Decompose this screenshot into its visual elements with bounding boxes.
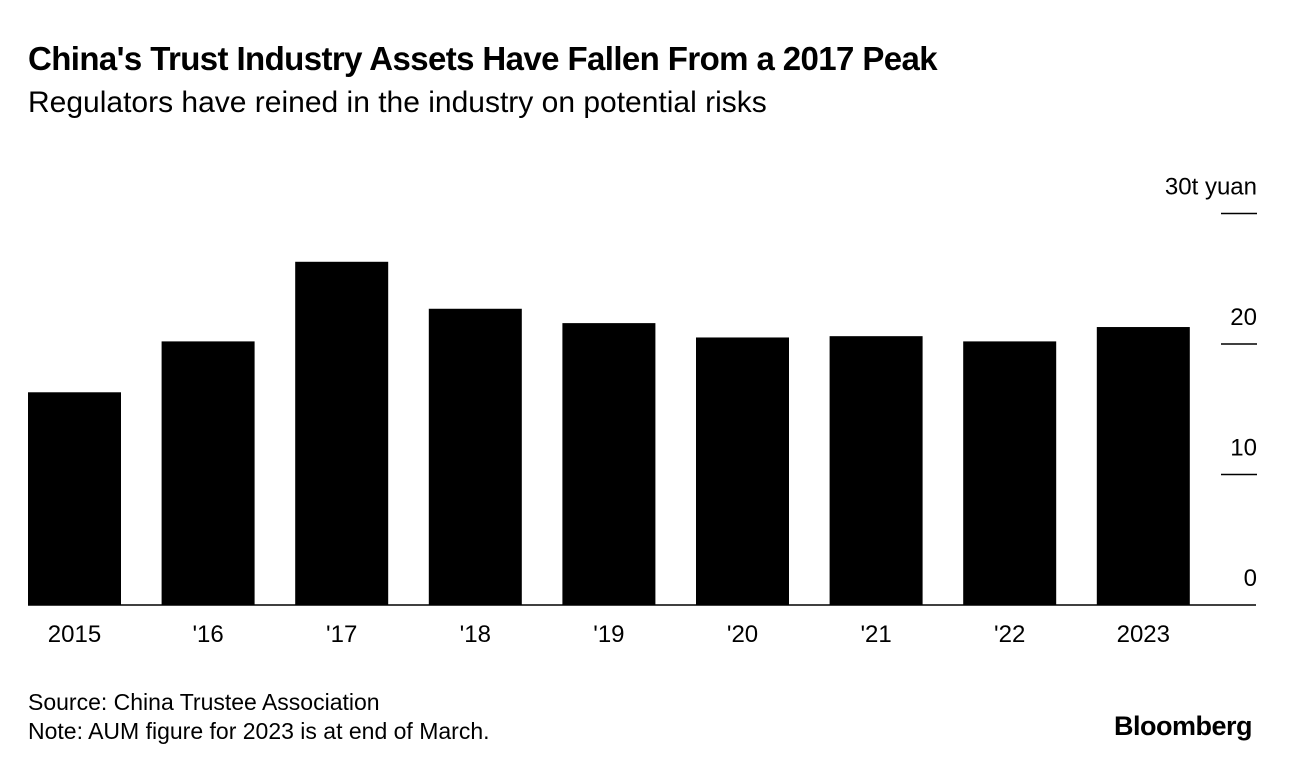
bar-0 <box>28 392 121 605</box>
bloomberg-logo: Bloomberg <box>1113 711 1253 741</box>
source-text: Source: China Trustee Association <box>28 689 380 715</box>
y-tick-label-1: 10 <box>1230 435 1257 462</box>
bar-group <box>28 261 1190 605</box>
x-tick-label-5: '20 <box>727 621 758 648</box>
bar-3 <box>428 308 522 605</box>
bar-5 <box>696 337 789 605</box>
x-tick-label-8: 2023 <box>1117 621 1170 648</box>
x-tick-label-7: '22 <box>994 621 1025 648</box>
bar-8 <box>1096 327 1190 605</box>
x-axis: 2015 '16 '17 '18 '19 '20 '21 '22 2023 <box>48 621 1170 648</box>
x-tick-label-6: '21 <box>860 621 891 648</box>
y-tick-label-2: 20 <box>1230 304 1257 331</box>
bar-4 <box>562 323 656 605</box>
bar-6 <box>829 336 923 605</box>
y-tick-label-0: 0 <box>1244 565 1257 592</box>
x-tick-label-2: '17 <box>326 621 357 648</box>
bar-1 <box>161 341 255 605</box>
y-axis: 0 10 20 30t yuan <box>1165 174 1257 592</box>
bar-7 <box>963 341 1057 605</box>
bar-2 <box>295 261 389 605</box>
x-tick-label-4: '19 <box>593 621 624 648</box>
x-tick-label-3: '18 <box>460 621 491 648</box>
x-tick-label-1: '16 <box>192 621 223 648</box>
y-tick-label-3: 30t yuan <box>1165 174 1257 201</box>
x-tick-label-0: 2015 <box>48 621 101 648</box>
note-text: Note: AUM figure for 2023 is at end of M… <box>28 718 490 744</box>
chart-subtitle: Regulators have reined in the industry o… <box>28 86 767 119</box>
source-notes: Source: China Trustee Association Note: … <box>28 688 490 746</box>
chart-title: China's Trust Industry Assets Have Falle… <box>28 40 938 77</box>
